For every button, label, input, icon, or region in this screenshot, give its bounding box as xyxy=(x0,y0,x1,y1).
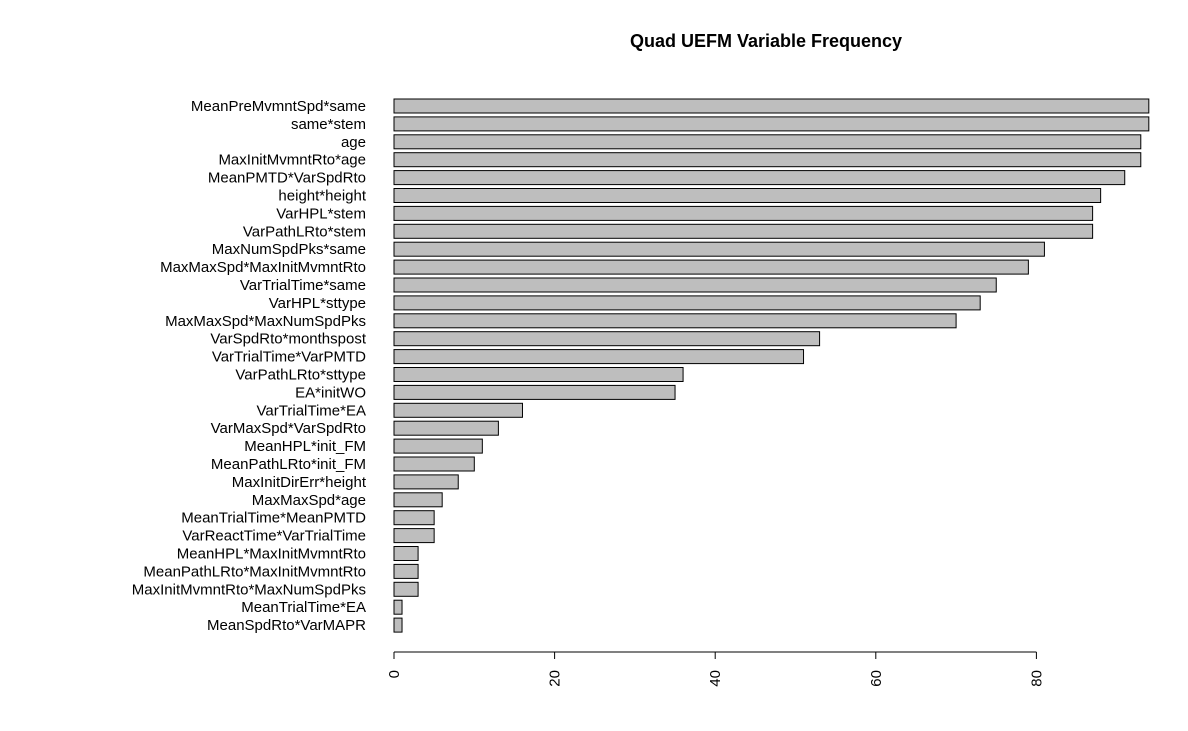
category-label: EA*initWO xyxy=(295,384,366,401)
bar xyxy=(393,563,419,579)
category-label: VarSpdRto*monthspost xyxy=(210,331,366,348)
bar xyxy=(393,492,443,508)
bar xyxy=(393,402,523,418)
bar xyxy=(393,331,821,347)
category-label: MeanPathLRto*init_FM xyxy=(211,456,366,473)
category-label: VarTrialTime*VarPMTD xyxy=(212,349,366,366)
category-labels-group: MeanPreMvmntSpd*samesame*stemageMaxInitM… xyxy=(132,98,367,634)
category-label: MaxNumSpdPks*same xyxy=(212,241,366,258)
category-label: VarPathLRto*sttype xyxy=(235,367,366,384)
category-label: VarTrialTime*same xyxy=(240,277,366,294)
bar xyxy=(393,546,419,561)
category-label: MaxMaxSpd*MaxInitMvmntRto xyxy=(160,259,366,276)
category-label: MeanSpdRto*VarMAPR xyxy=(207,617,366,634)
category-label: VarHPL*sttype xyxy=(269,295,366,312)
x-tick-label: 80 xyxy=(1028,670,1045,687)
bar xyxy=(393,259,1029,275)
category-label: MeanPreMvmntSpd*same xyxy=(191,98,366,115)
bar xyxy=(393,313,957,329)
bar xyxy=(393,98,1150,114)
category-label: MeanHPL*MaxInitMvmntRto xyxy=(177,546,366,563)
category-label: VarMaxSpd*VarSpdRto xyxy=(211,420,366,437)
category-label: VarPathLRto*stem xyxy=(243,223,366,240)
category-label: MaxMaxSpd*MaxNumSpdPks xyxy=(165,313,366,330)
category-label: MeanTrialTime*MeanPMTD xyxy=(181,510,366,527)
bar xyxy=(393,599,403,615)
bar xyxy=(393,474,459,490)
bar xyxy=(393,456,475,472)
bar xyxy=(393,188,1102,203)
bar xyxy=(393,349,805,365)
category-label: MaxMaxSpd*age xyxy=(252,492,366,509)
bar xyxy=(393,223,1094,239)
category-label: VarHPL*stem xyxy=(276,205,366,222)
x-tick-label: 60 xyxy=(868,670,885,687)
category-label: VarReactTime*VarTrialTime xyxy=(182,528,366,545)
bar xyxy=(393,152,1142,168)
category-label: height*height xyxy=(278,188,366,205)
category-label: MaxInitMvmntRto*age xyxy=(218,152,366,169)
bar xyxy=(393,277,997,293)
bar xyxy=(393,134,1142,150)
x-axis: 0 20 40 60 80 xyxy=(386,651,1045,687)
category-label: age xyxy=(341,134,366,151)
category-label: MaxInitDirErr*height xyxy=(232,474,367,491)
category-label: MeanPathLRto*MaxInitMvmntRto xyxy=(143,563,366,580)
bar xyxy=(393,367,684,382)
bars-group xyxy=(393,98,1150,633)
bar xyxy=(393,581,419,597)
bar xyxy=(393,528,435,544)
x-tick-label: 40 xyxy=(707,670,724,687)
bar xyxy=(393,420,499,436)
bar xyxy=(393,617,403,633)
bar xyxy=(393,438,483,454)
bar xyxy=(393,116,1150,132)
bar xyxy=(393,241,1045,257)
category-label: MeanPMTD*VarSpdRto xyxy=(208,170,366,187)
bar xyxy=(393,295,981,311)
category-label: same*stem xyxy=(291,116,366,133)
category-label: VarTrialTime*EA xyxy=(257,402,366,419)
category-label: MeanTrialTime*EA xyxy=(241,599,366,616)
category-label: MaxInitMvmntRto*MaxNumSpdPks xyxy=(132,581,366,598)
bar xyxy=(393,170,1126,186)
x-tick-label: 0 xyxy=(386,670,403,678)
bar xyxy=(393,384,676,400)
bar xyxy=(393,205,1094,221)
x-tick-label: 20 xyxy=(547,670,564,687)
bar xyxy=(393,510,435,526)
chart-title: Quad UEFM Variable Frequency xyxy=(630,31,902,51)
category-label: MeanHPL*init_FM xyxy=(244,438,366,455)
